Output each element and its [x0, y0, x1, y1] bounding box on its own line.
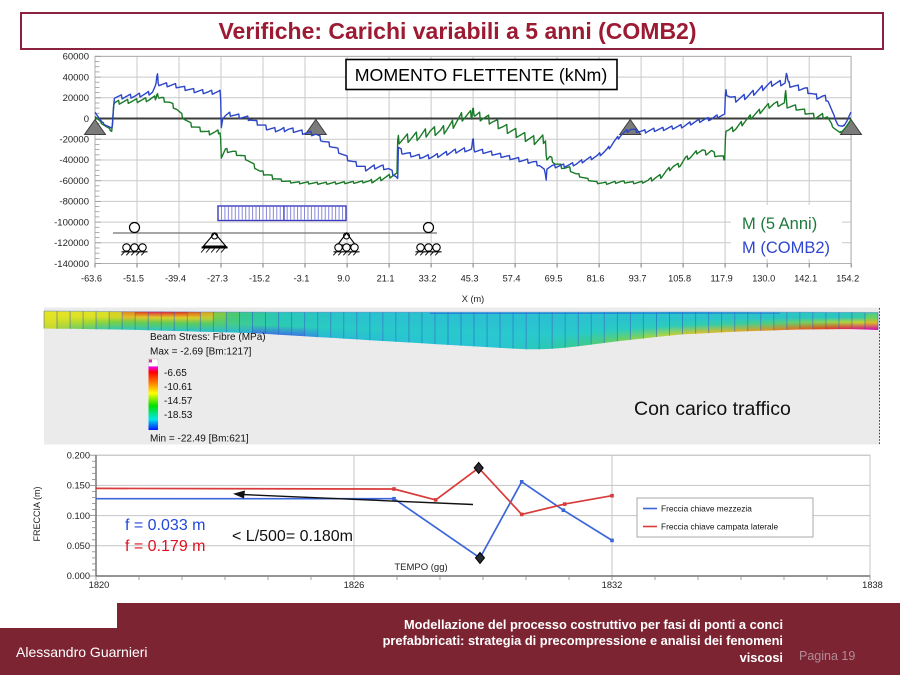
svg-text:-100000: -100000 [54, 217, 89, 228]
svg-text:57.4: 57.4 [503, 274, 521, 284]
svg-text:-63.6: -63.6 [81, 274, 102, 284]
svg-text:-18.53: -18.53 [164, 410, 193, 421]
svg-text:Freccia chiave mezzezia: Freccia chiave mezzezia [661, 504, 752, 514]
svg-text:Min = -22.49 [Bm:621]: Min = -22.49 [Bm:621] [150, 434, 249, 445]
svg-text:0.200: 0.200 [67, 450, 90, 460]
svg-text:Freccia chiave campata lateral: Freccia chiave campata laterale [661, 522, 779, 532]
svg-text:1826: 1826 [344, 580, 365, 590]
svg-text:-51.5: -51.5 [123, 274, 144, 284]
svg-text:-60000: -60000 [59, 176, 89, 187]
svg-text:< L/500= 0.180m: < L/500= 0.180m [232, 528, 353, 545]
svg-text:33.2: 33.2 [419, 274, 437, 284]
svg-text:1820: 1820 [89, 580, 110, 590]
svg-text:0.150: 0.150 [67, 481, 90, 491]
svg-text:-80000: -80000 [59, 197, 89, 208]
svg-text:f = 0.033 m: f = 0.033 m [125, 517, 206, 534]
svg-text:-3.1: -3.1 [294, 274, 310, 284]
svg-text:-6.65: -6.65 [164, 368, 187, 379]
svg-text:X (m): X (m) [462, 294, 484, 304]
svg-text:-27.3: -27.3 [207, 274, 228, 284]
svg-text:130.0: 130.0 [752, 274, 775, 284]
svg-text:-120000: -120000 [54, 238, 89, 249]
svg-text:21.1: 21.1 [377, 274, 395, 284]
svg-text:Max = -2.69 [Bm:1217]: Max = -2.69 [Bm:1217] [150, 347, 252, 358]
svg-text:105.8: 105.8 [668, 274, 691, 284]
svg-text:1832: 1832 [602, 580, 623, 590]
svg-text:0.000: 0.000 [67, 571, 90, 581]
svg-text:0.050: 0.050 [67, 541, 90, 551]
svg-text:-10.61: -10.61 [164, 382, 193, 393]
svg-text:-14.57: -14.57 [164, 396, 193, 407]
svg-text:60000: 60000 [63, 52, 89, 63]
svg-text:-39.4: -39.4 [165, 274, 186, 284]
svg-text:Beam Stress: Fibre (MPa): Beam Stress: Fibre (MPa) [150, 332, 266, 343]
svg-text:142.1: 142.1 [794, 274, 817, 284]
svg-text:117.9: 117.9 [710, 274, 732, 284]
svg-text:-140000: -140000 [54, 259, 89, 270]
svg-text:40000: 40000 [63, 72, 89, 83]
svg-text:Con carico traffico: Con carico traffico [634, 398, 791, 420]
svg-text:-40000: -40000 [59, 155, 89, 166]
svg-text:45.3: 45.3 [461, 274, 479, 284]
svg-text:0.100: 0.100 [67, 511, 90, 521]
svg-text:20000: 20000 [63, 93, 89, 104]
svg-text:69.5: 69.5 [545, 274, 563, 284]
svg-text:M (5 Anni): M (5 Anni) [742, 215, 817, 233]
svg-text:TEMPO (gg): TEMPO (gg) [394, 562, 447, 573]
svg-text:81.6: 81.6 [587, 274, 605, 284]
svg-text:93.7: 93.7 [629, 274, 647, 284]
svg-text:154.2: 154.2 [836, 274, 859, 284]
svg-text:9.0: 9.0 [337, 274, 350, 284]
svg-text:M (COMB2): M (COMB2) [742, 239, 830, 257]
svg-text:0: 0 [84, 114, 89, 125]
svg-text:FRECCIA (m): FRECCIA (m) [32, 486, 42, 541]
svg-text:MOMENTO FLETTENTE (kNm): MOMENTO FLETTENTE (kNm) [355, 65, 608, 85]
svg-text:-15.2: -15.2 [249, 274, 270, 284]
svg-text:-20000: -20000 [59, 135, 89, 146]
svg-text:f = 0.179 m: f = 0.179 m [125, 538, 206, 555]
svg-text:1838: 1838 [862, 580, 883, 590]
